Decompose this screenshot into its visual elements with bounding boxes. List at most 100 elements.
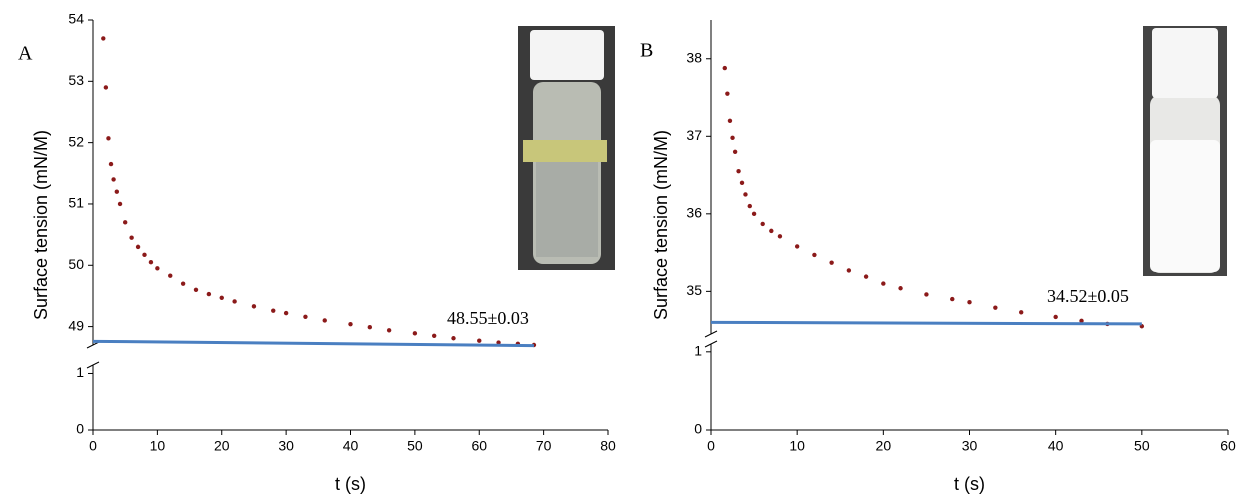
x-tick-label: 40 bbox=[343, 438, 359, 454]
annotation: 34.52±0.05 bbox=[1047, 286, 1129, 306]
x-tick-label: 50 bbox=[407, 438, 423, 454]
y-tick-label: 0 bbox=[694, 421, 702, 437]
data-point bbox=[148, 260, 154, 265]
y-tick-label: 52 bbox=[68, 133, 84, 149]
fit-line bbox=[92, 339, 534, 348]
axis-break bbox=[704, 340, 718, 348]
data-point bbox=[451, 336, 456, 341]
data-point bbox=[303, 314, 308, 319]
data-point bbox=[431, 333, 437, 339]
x-tick-label: 0 bbox=[707, 438, 715, 454]
annotation: 48.55±0.03 bbox=[447, 308, 529, 328]
x-tick-label: 30 bbox=[278, 438, 294, 454]
data-point bbox=[108, 161, 114, 167]
data-point bbox=[751, 211, 757, 217]
data-point bbox=[898, 286, 903, 291]
data-point bbox=[386, 328, 392, 333]
x-tick-label: 60 bbox=[1220, 438, 1236, 454]
y-tick-label: 1 bbox=[694, 343, 702, 359]
axis-break bbox=[86, 361, 100, 369]
data-point bbox=[168, 273, 173, 278]
data-point bbox=[155, 266, 160, 271]
data-point bbox=[129, 235, 134, 240]
data-point bbox=[219, 295, 224, 300]
data-point bbox=[111, 177, 116, 182]
fit-line bbox=[710, 320, 1142, 326]
x-tick-label: 70 bbox=[536, 438, 552, 454]
vial-photo bbox=[518, 26, 615, 270]
x-tick-label: 20 bbox=[876, 438, 892, 454]
data-point bbox=[727, 118, 733, 123]
data-point bbox=[777, 234, 783, 239]
y-tick-label: 50 bbox=[68, 256, 84, 272]
data-point bbox=[1019, 310, 1024, 315]
x-tick-label: 20 bbox=[214, 438, 230, 454]
x-axis-label: t (s) bbox=[954, 474, 985, 494]
data-point bbox=[829, 260, 834, 265]
x-tick-label: 10 bbox=[150, 438, 166, 454]
y-tick-label: 36 bbox=[686, 205, 702, 221]
x-tick-label: 30 bbox=[962, 438, 978, 454]
data-point bbox=[142, 252, 147, 258]
data-point bbox=[924, 292, 929, 297]
data-point bbox=[722, 65, 727, 71]
data-point bbox=[1079, 318, 1084, 324]
x-tick-label: 0 bbox=[89, 438, 97, 454]
data-point bbox=[743, 192, 748, 197]
x-tick-label: 50 bbox=[1134, 438, 1150, 454]
data-point bbox=[881, 281, 886, 286]
y-tick-label: 0 bbox=[76, 421, 84, 437]
data-point bbox=[732, 149, 738, 155]
data-point bbox=[251, 304, 257, 309]
y-tick-label: 37 bbox=[686, 127, 702, 143]
x-axis-label: t (s) bbox=[335, 474, 366, 494]
data-point bbox=[232, 299, 237, 304]
data-point bbox=[206, 291, 212, 297]
x-tick-label: 80 bbox=[600, 438, 616, 454]
data-point bbox=[760, 221, 765, 227]
data-point bbox=[114, 189, 120, 194]
data-point bbox=[348, 321, 353, 327]
data-point bbox=[863, 274, 869, 279]
data-point bbox=[769, 228, 774, 234]
data-point bbox=[725, 91, 730, 96]
data-point bbox=[117, 201, 123, 207]
data-point bbox=[271, 308, 276, 313]
y-axis-label: Surface tension (mN/M) bbox=[651, 130, 671, 320]
data-point bbox=[122, 220, 128, 225]
data-point bbox=[193, 287, 199, 293]
data-point bbox=[477, 338, 482, 343]
data-point bbox=[412, 331, 418, 336]
panel-label: A bbox=[18, 43, 33, 65]
data-point bbox=[101, 36, 106, 41]
x-tick-label: 60 bbox=[471, 438, 487, 454]
y-tick-label: 51 bbox=[68, 195, 84, 211]
data-point bbox=[180, 281, 186, 286]
axis-break bbox=[86, 341, 100, 349]
data-point bbox=[106, 136, 111, 141]
data-point bbox=[496, 340, 501, 345]
axis-break bbox=[704, 330, 718, 338]
data-point bbox=[812, 252, 817, 258]
data-point bbox=[747, 203, 752, 209]
y-axis-label: Surface tension (mN/M) bbox=[31, 130, 51, 320]
x-tick-label: 40 bbox=[1048, 438, 1064, 454]
data-point bbox=[993, 305, 998, 310]
data-point bbox=[730, 135, 735, 141]
data-point bbox=[736, 168, 741, 174]
data-point bbox=[103, 85, 109, 90]
x-tick-label: 10 bbox=[789, 438, 805, 454]
data-point bbox=[967, 300, 972, 305]
data-point bbox=[283, 310, 289, 316]
y-tick-label: 38 bbox=[686, 49, 702, 65]
data-point bbox=[794, 244, 800, 249]
data-point bbox=[1053, 314, 1058, 320]
y-tick-label: 1 bbox=[76, 364, 84, 380]
y-tick-label: 53 bbox=[68, 72, 84, 88]
data-point bbox=[135, 244, 141, 250]
data-point bbox=[950, 296, 955, 302]
data-point bbox=[322, 318, 327, 323]
y-tick-label: 35 bbox=[686, 282, 702, 298]
panel-label: B bbox=[640, 40, 653, 62]
